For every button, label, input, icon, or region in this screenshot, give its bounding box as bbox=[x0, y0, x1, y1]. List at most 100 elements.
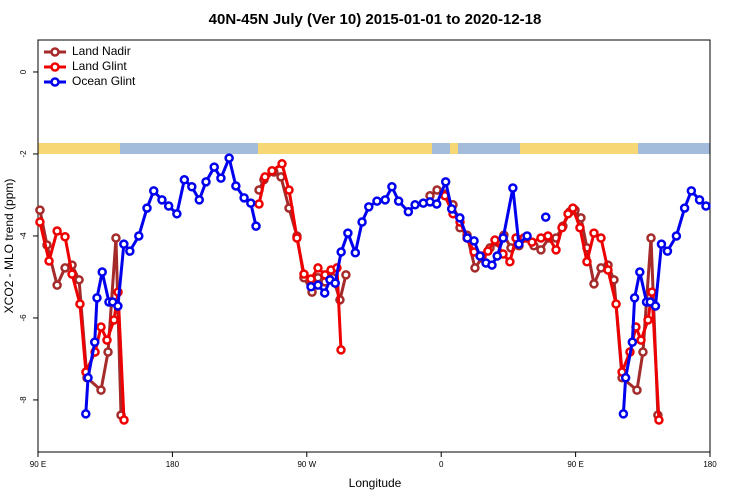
data-point bbox=[52, 280, 62, 290]
data-point bbox=[209, 162, 219, 172]
data-point bbox=[563, 209, 573, 219]
data-point bbox=[194, 195, 205, 205]
data-point bbox=[157, 195, 167, 205]
data-point bbox=[267, 166, 277, 176]
data-point bbox=[96, 385, 106, 395]
data-point bbox=[81, 409, 91, 419]
data-point bbox=[292, 233, 302, 243]
data-point bbox=[455, 213, 465, 223]
data-point bbox=[67, 269, 77, 279]
data-point bbox=[60, 232, 70, 242]
data-point bbox=[643, 315, 653, 325]
legend-marker bbox=[50, 47, 60, 57]
data-point bbox=[75, 299, 85, 309]
data-point bbox=[148, 186, 159, 196]
data-point bbox=[646, 233, 656, 243]
data-point bbox=[92, 293, 102, 303]
data-point bbox=[119, 239, 129, 249]
data-point bbox=[364, 202, 374, 212]
data-point bbox=[603, 265, 613, 275]
data-point bbox=[83, 373, 93, 383]
data-point bbox=[431, 199, 442, 209]
data-point bbox=[89, 337, 100, 347]
data-point bbox=[446, 204, 457, 214]
data-point bbox=[487, 260, 497, 270]
data-point bbox=[596, 233, 606, 243]
x-tick-label: 90 E bbox=[567, 460, 583, 469]
data-point bbox=[647, 287, 657, 297]
data-point bbox=[336, 247, 346, 257]
data-point bbox=[620, 373, 631, 383]
data-point bbox=[336, 345, 346, 355]
data-point bbox=[341, 270, 351, 280]
data-point bbox=[35, 205, 45, 215]
y-tick-label: 0 bbox=[19, 69, 28, 74]
data-point bbox=[35, 217, 45, 227]
data-point bbox=[216, 173, 226, 183]
data-point bbox=[187, 182, 197, 192]
data-point bbox=[260, 172, 270, 182]
data-point bbox=[357, 217, 367, 227]
y-tick-label: -6 bbox=[19, 314, 28, 322]
data-point bbox=[505, 257, 515, 267]
data-point bbox=[551, 245, 561, 255]
data-point bbox=[432, 185, 442, 195]
x-tick-label: 180 bbox=[703, 460, 717, 469]
data-point bbox=[299, 269, 309, 279]
data-point bbox=[380, 195, 390, 205]
data-point bbox=[582, 257, 592, 267]
data-point bbox=[508, 183, 518, 193]
legend-label: Ocean Glint bbox=[72, 74, 136, 88]
data-point bbox=[636, 335, 646, 345]
data-point bbox=[277, 159, 287, 169]
data-point bbox=[201, 177, 211, 187]
data-point bbox=[52, 226, 62, 236]
legend-label: Land Glint bbox=[72, 59, 127, 73]
data-point bbox=[179, 175, 190, 185]
data-point bbox=[163, 201, 174, 211]
data-point bbox=[44, 256, 54, 266]
land-ocean-strip bbox=[38, 143, 710, 154]
data-point bbox=[650, 301, 661, 311]
data-point bbox=[568, 203, 578, 213]
data-point bbox=[536, 245, 546, 255]
data-point bbox=[403, 207, 414, 217]
data-point bbox=[119, 415, 129, 425]
data-point bbox=[284, 185, 294, 195]
data-point bbox=[611, 299, 621, 309]
data-point bbox=[575, 223, 585, 233]
data-point bbox=[632, 385, 642, 395]
series-line bbox=[38, 170, 660, 416]
data-point bbox=[251, 221, 261, 231]
data-point bbox=[522, 231, 532, 241]
legend-label: Land Nadir bbox=[72, 44, 131, 58]
data-point bbox=[490, 235, 500, 245]
data-point bbox=[74, 275, 84, 285]
data-point bbox=[306, 274, 316, 284]
data-point bbox=[662, 246, 673, 256]
data-point bbox=[671, 231, 682, 241]
data-point bbox=[142, 203, 152, 213]
data-point bbox=[109, 315, 119, 325]
data-point bbox=[654, 415, 664, 425]
data-point bbox=[540, 212, 551, 222]
data-point bbox=[440, 177, 451, 187]
data-point bbox=[319, 288, 330, 298]
legend-marker bbox=[50, 77, 60, 87]
data-point bbox=[514, 239, 524, 249]
data-point bbox=[387, 182, 397, 192]
data-point bbox=[475, 251, 485, 261]
data-point bbox=[656, 239, 667, 249]
plot-frame bbox=[37, 39, 711, 453]
data-point bbox=[246, 198, 256, 208]
data-point bbox=[527, 237, 537, 247]
y-axis-title: XCO2 - MLO trend (ppm) bbox=[2, 179, 16, 314]
series-line bbox=[38, 162, 661, 421]
data-point bbox=[701, 201, 711, 211]
data-point bbox=[231, 181, 241, 191]
y-tick-label: -8 bbox=[19, 396, 28, 404]
data-point bbox=[125, 246, 135, 256]
data-point bbox=[313, 280, 323, 290]
x-tick-label: 90 E bbox=[30, 460, 46, 469]
